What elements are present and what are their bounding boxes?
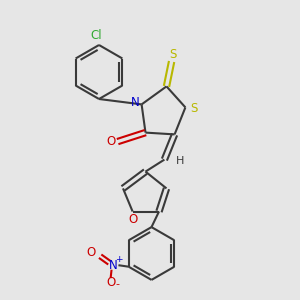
- Text: N: N: [130, 96, 140, 110]
- Text: N: N: [109, 259, 117, 272]
- Text: Cl: Cl: [90, 29, 102, 42]
- Text: O: O: [86, 246, 96, 259]
- Text: H: H: [176, 156, 184, 166]
- Text: O: O: [128, 213, 137, 226]
- Text: +: +: [115, 255, 122, 264]
- Text: O: O: [106, 135, 116, 148]
- Text: S: S: [169, 47, 177, 61]
- Text: O: O: [106, 276, 115, 289]
- Text: S: S: [190, 102, 197, 116]
- Text: -: -: [115, 279, 119, 289]
